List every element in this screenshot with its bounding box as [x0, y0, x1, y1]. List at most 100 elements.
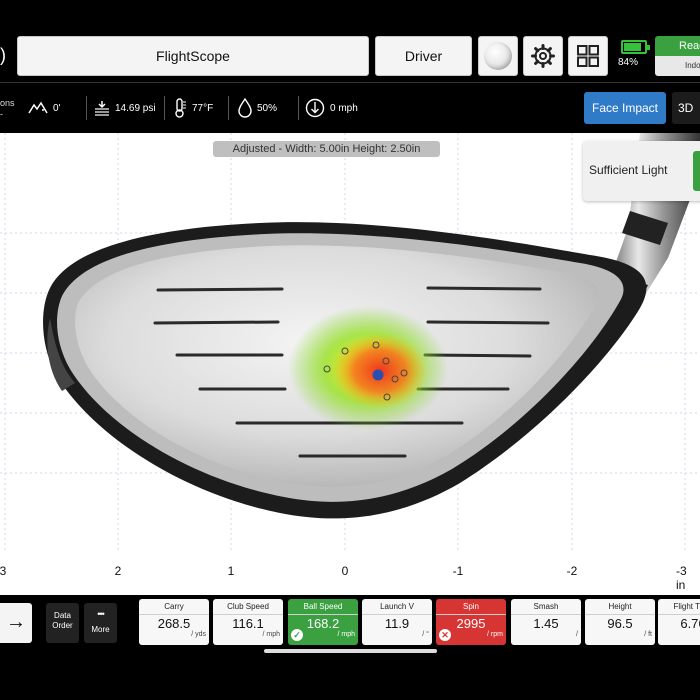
app-title: FlightScope: [156, 48, 230, 64]
ball-selector-button[interactable]: [478, 36, 518, 76]
metric-value: 168.2: [306, 616, 340, 631]
divider: [228, 96, 229, 120]
metrics-bar: → Data Order ••• More Carry 268.5 / yds …: [0, 595, 700, 700]
metric-tile-height[interactable]: Height 96.5 / ft: [585, 599, 655, 645]
metric-value: 11.9: [384, 616, 410, 631]
metric-divider: [511, 614, 581, 615]
x-tick-label: -1: [452, 564, 464, 578]
thermometer-icon: [175, 98, 186, 118]
metric-name: Ball Speed: [303, 602, 343, 611]
wind-value: 0 mph: [330, 102, 358, 114]
metric-tile-club-speed[interactable]: Club Speed 116.1 / mph: [213, 599, 283, 645]
next-arrow-button[interactable]: →: [0, 603, 32, 643]
metric-unit: / °: [422, 631, 429, 638]
pressure-icon: [95, 101, 109, 116]
impact-markers: [323, 341, 408, 401]
metric-tile-flight-time[interactable]: Flight Time 6.76 / s: [658, 599, 700, 645]
metric-divider: [585, 614, 655, 615]
metric-divider: [658, 614, 700, 615]
metric-value: 6.76: [680, 616, 700, 631]
impact-point[interactable]: [383, 393, 391, 401]
metric-name: Club Speed: [227, 602, 269, 611]
metric-value: 2995: [456, 616, 486, 631]
layout-button[interactable]: [568, 36, 608, 76]
divider: [86, 96, 87, 120]
metric-divider: [436, 614, 506, 615]
impact-point[interactable]: [391, 375, 399, 383]
metric-unit: /: [576, 631, 578, 638]
face-impact-graphic: [0, 133, 700, 553]
average-impact-point[interactable]: [372, 369, 384, 381]
wind-item[interactable]: 0 mph: [305, 83, 358, 133]
x-tick-label: 3: [0, 564, 7, 578]
battery-icon: [621, 40, 650, 54]
humidity-value: 50%: [257, 102, 278, 114]
metric-tile-smash[interactable]: Smash 1.45 /: [511, 599, 581, 645]
impact-point[interactable]: [382, 357, 390, 365]
metric-tile-carry[interactable]: Carry 268.5 / yds: [139, 599, 209, 645]
data-order-label: Data Order: [52, 611, 73, 630]
impact-heatmap: [288, 306, 448, 430]
x-tick-label: 1: [227, 564, 235, 578]
metric-unit: / rpm: [487, 631, 503, 638]
metric-value: 1.45: [533, 616, 559, 631]
conditions-partial-line1: ons: [0, 98, 15, 108]
x-tick-label: 0: [341, 564, 349, 578]
metric-tile-launch-v[interactable]: Launch V 11.9 / °: [362, 599, 432, 645]
temperature-item[interactable]: 77°F: [173, 83, 213, 133]
metric-unit: / yds: [191, 631, 206, 638]
grid-icon: [577, 45, 599, 67]
impact-point[interactable]: [341, 347, 349, 355]
gear-icon: [531, 44, 555, 68]
metric-unit: / ft: [644, 631, 652, 638]
metric-value: 96.5: [607, 616, 633, 631]
temperature-value: 77°F: [192, 102, 214, 114]
light-status-indicator: [693, 151, 700, 191]
app-title-button[interactable]: FlightScope: [17, 36, 369, 76]
battery-level: [624, 43, 641, 51]
metric-tile-ball-speed[interactable]: Ball Speed 168.2 ✓ / mph: [288, 599, 358, 645]
x-tick-label: 2: [114, 564, 122, 578]
metric-value: 268.5: [157, 616, 191, 631]
more-label: More: [91, 625, 110, 634]
wind-icon: [305, 98, 325, 118]
divider: [164, 96, 165, 120]
x-tick-label: -3 in: [676, 564, 687, 592]
more-button[interactable]: ••• More: [84, 603, 117, 643]
golf-ball-icon: [484, 42, 512, 70]
status-primary: Ready: [655, 36, 700, 56]
metric-name: Carry: [164, 602, 184, 611]
club-selector[interactable]: Driver: [375, 36, 472, 76]
droplet-icon: [238, 98, 252, 118]
impact-point[interactable]: [400, 369, 408, 377]
metric-name: Spin: [462, 602, 479, 611]
x-tick-label: -2: [566, 564, 578, 578]
more-dots-icon: •••: [97, 609, 104, 619]
metric-name: Flight Time: [673, 602, 700, 611]
error-icon: ✕: [439, 629, 451, 641]
altitude-value: 0': [53, 102, 61, 114]
data-order-button[interactable]: Data Order: [46, 603, 79, 643]
club-label: Driver: [404, 48, 443, 64]
view-3d-button[interactable]: 3D: [672, 92, 700, 124]
light-status-panel: Sufficient Light: [583, 141, 700, 201]
humidity-item[interactable]: 50%: [238, 83, 277, 133]
metric-tile-spin[interactable]: Spin 2995 ✕ / rpm: [436, 599, 506, 645]
metric-unit: / mph: [262, 631, 280, 638]
altitude-item[interactable]: 0': [28, 83, 60, 133]
pressure-item[interactable]: 14.69 psi: [94, 83, 156, 133]
pressure-value: 14.69 psi: [115, 102, 156, 114]
top-bar: ) FlightScope Driver 84%: [0, 0, 700, 82]
divider: [298, 96, 299, 120]
metric-value: 116.1: [232, 616, 264, 631]
home-indicator: [264, 649, 437, 653]
device-status[interactable]: Ready Indoor: [655, 36, 700, 76]
conditions-partial-line2: -: [0, 109, 3, 119]
back-edge-glyph[interactable]: ): [0, 45, 6, 65]
settings-button[interactable]: [523, 36, 563, 76]
impact-point[interactable]: [372, 341, 380, 349]
face-impact-button[interactable]: Face Impact: [584, 92, 666, 124]
impact-point[interactable]: [323, 365, 331, 373]
metric-name: Smash: [533, 602, 559, 611]
status-secondary: Indoor: [655, 56, 700, 76]
